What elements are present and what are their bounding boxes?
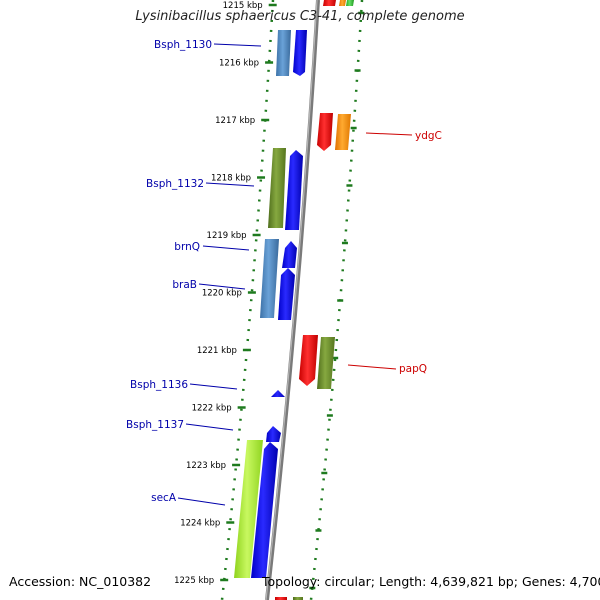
genes-value: 4,700: [569, 574, 600, 589]
leader-papQ: [347, 364, 397, 370]
genome-backbone-highlight: [265, 0, 318, 600]
gene-ydgC-orange: [335, 114, 351, 150]
topology-label: Topology:: [262, 574, 321, 589]
label-papQ[interactable]: papQ: [399, 363, 427, 375]
tick-label: 1216 kbp: [219, 59, 259, 69]
gene-braB-blue: [278, 268, 295, 320]
gene-papQ-red: [299, 335, 318, 386]
leader-Bsph_1137: [185, 423, 234, 431]
tick-label: 1217 kbp: [215, 116, 255, 126]
leader-brnQ: [202, 245, 250, 251]
length-label: Length:: [378, 574, 427, 589]
genes-minus-strand: [234, 30, 307, 578]
leader-Bsph_1130: [213, 43, 262, 47]
gene-Bsph_1130-steel: [276, 30, 291, 76]
gene-bottom-red: [275, 597, 287, 600]
gene-papQ-olive: [317, 337, 335, 389]
tick-label: 1222 kbp: [192, 404, 232, 414]
topology-value: circular: [324, 574, 371, 589]
gene-Bsph_1136-blue: [271, 390, 285, 397]
genome-backbone: [265, 0, 320, 600]
label-ydgC[interactable]: ydgC: [415, 130, 442, 142]
length-value: 4,639,821 bp: [430, 574, 514, 589]
label-Bsph_1137[interactable]: Bsph_1137: [126, 419, 184, 431]
tick-marks: 1215 kbp 1216 kbp 1217 kbp 1218 kbp 1219 kbp…: [174, 1, 365, 590]
gene-Bsph_1137-blue: [266, 426, 281, 442]
leader-Bsph_1136: [189, 383, 238, 390]
gene-secA-lime: [234, 440, 263, 578]
label-Bsph_1132[interactable]: Bsph_1132: [146, 178, 204, 190]
tick-label: 1220 kbp: [202, 289, 242, 299]
label-Bsph_1136[interactable]: Bsph_1136: [130, 379, 188, 391]
gene-ydgC-red: [317, 113, 333, 151]
tick-label: 1223 kbp: [186, 461, 226, 471]
map-title: Lysinibacillus sphaericus C3-41, complet…: [135, 9, 465, 24]
gene-top-red: [323, 0, 336, 6]
leader-Bsph_1132: [205, 182, 255, 187]
gene-Bsph_1132-blue: [285, 150, 303, 230]
gene-Bsph_1130-blue: [293, 30, 307, 76]
label-brnQ[interactable]: brnQ: [174, 241, 200, 253]
inner-ring-dotted: [220, 0, 275, 600]
leader-ydgC: [365, 132, 413, 136]
tick-label: 1215 kbp: [223, 1, 263, 11]
label-Bsph_1130[interactable]: Bsph_1130: [154, 39, 212, 51]
label-secA[interactable]: secA: [151, 492, 177, 504]
tick-label: 1219 kbp: [207, 231, 247, 241]
tick-label: 1221 kbp: [197, 346, 237, 356]
leader-secA: [177, 497, 226, 506]
label-braB[interactable]: braB: [172, 279, 197, 291]
gene-brnQ-blue: [282, 241, 297, 268]
genes-label: Genes:: [521, 574, 566, 589]
gene-top-orange: [339, 0, 346, 6]
label-leaders: [177, 43, 413, 506]
gene-brnQ-steel: [260, 239, 279, 318]
gene-Bsph_1132-olive: [268, 148, 286, 228]
leader-braB: [198, 283, 246, 290]
tick-label: 1218 kbp: [211, 174, 251, 184]
gene-bottom-olive: [293, 597, 303, 600]
gene-top-green: [346, 0, 354, 6]
genes-plus-strand: [275, 0, 354, 600]
gene-labels: Bsph_1130 ydgC Bsph_1132 brnQ braB papQ …: [126, 39, 442, 504]
accession-value: NC_010382: [79, 574, 152, 589]
genome-stats: Topology: circular; Length: 4,639,821 bp…: [262, 574, 600, 589]
outer-ring-dotted: [309, 0, 364, 600]
tick-label: 1225 kbp: [174, 576, 214, 586]
gene-secA-blue: [251, 442, 278, 578]
accession-label: Accession:: [9, 574, 76, 589]
accession-info: Accession: NC_010382: [9, 574, 151, 589]
tick-label: 1224 kbp: [180, 519, 220, 529]
